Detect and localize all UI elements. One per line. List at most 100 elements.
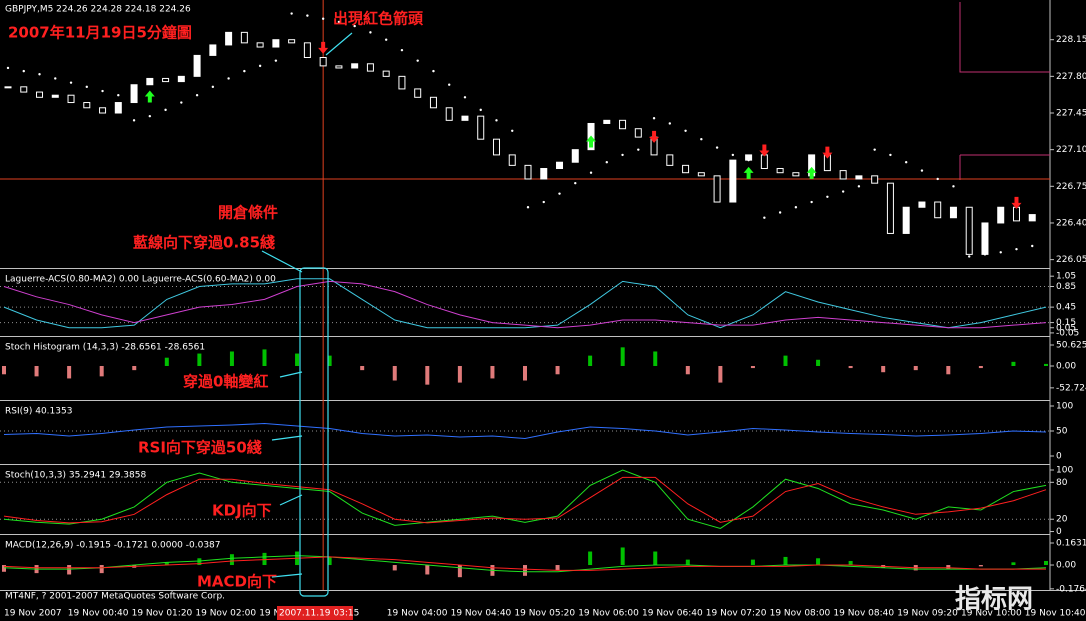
candle: [114, 102, 122, 114]
histogram-bar: [295, 353, 300, 366]
histogram-bar: [490, 365, 495, 379]
candle: [20, 86, 28, 93]
candle: [981, 222, 989, 255]
histogram-bar: [132, 365, 137, 371]
histogram-bar: [653, 551, 658, 566]
sell-arrow: [649, 130, 660, 143]
sell-arrow: [318, 41, 329, 54]
sar-dot: [621, 153, 624, 157]
indicator-line: [3, 278, 1047, 329]
panel-label: RSI(9) 40.1353: [5, 407, 72, 417]
y-tick-label: 100: [1056, 402, 1073, 412]
candle: [193, 54, 201, 77]
candle: [398, 75, 406, 90]
histogram-bar: [783, 355, 788, 366]
candle: [177, 75, 185, 83]
sell-arrow: [822, 146, 833, 159]
histogram-bar: [392, 565, 397, 571]
histogram-bar: [685, 365, 690, 375]
sar-dot: [195, 94, 199, 97]
callouts: [261, 32, 353, 597]
candle: [414, 88, 422, 98]
candle: [965, 206, 973, 255]
histogram-bar: [197, 353, 202, 366]
y-tick-label: 0.1631: [1056, 539, 1086, 549]
histogram-bar: [620, 347, 625, 366]
histogram-bar: [164, 357, 169, 366]
x-tick-label: 19 Nov 10:40: [1025, 609, 1086, 619]
sar-dot: [841, 190, 845, 193]
y-tick-label: -52.724: [1056, 383, 1086, 393]
histogram-bar: [881, 365, 886, 373]
candle: [792, 172, 800, 177]
histogram-bar: [229, 554, 234, 566]
y-tick-label: 0: [1056, 527, 1062, 537]
x-tick-label: 19 Nov 06:00: [578, 609, 639, 619]
sar-dot: [69, 81, 73, 84]
histogram-bar: [946, 365, 951, 375]
indicator-line: [3, 555, 1047, 573]
histogram-bar: [620, 547, 625, 566]
y-tick-label: 226.75: [1056, 182, 1086, 192]
sar-dot: [211, 85, 215, 89]
y-tick-label: 227.80: [1056, 72, 1086, 82]
candle: [445, 107, 453, 121]
sar-dot: [117, 94, 120, 97]
candle: [335, 65, 343, 69]
candle: [760, 154, 768, 170]
sar-dot: [715, 146, 719, 149]
sar-dot: [511, 129, 514, 133]
sar-dot: [794, 206, 798, 209]
y-tick-label: 0.00: [1056, 361, 1076, 371]
sar-dot: [763, 216, 766, 219]
candle: [130, 84, 138, 104]
candle: [492, 138, 500, 156]
x-tick-label: 19 Nov 07:20: [706, 609, 767, 619]
sar-dot: [164, 108, 167, 112]
histogram-bar: [978, 565, 983, 567]
sar-dot: [369, 31, 372, 34]
sar-dot: [463, 96, 467, 99]
sar-dot: [668, 122, 672, 125]
histogram-bar: [685, 559, 690, 566]
candle: [209, 44, 217, 56]
sar-dot: [558, 192, 561, 195]
histogram-bar: [425, 565, 430, 575]
candle: [1012, 206, 1020, 222]
histogram-bar: [523, 365, 527, 381]
sar-dot: [85, 85, 88, 89]
candle: [666, 154, 674, 166]
sar-dot: [778, 211, 782, 214]
histogram-bar: [34, 365, 39, 377]
candle: [713, 175, 721, 203]
candle: [508, 154, 516, 166]
candle: [949, 206, 957, 219]
x-tick-label: 19 N: [259, 609, 280, 619]
histogram-bar: [360, 365, 365, 371]
histogram-bar: [555, 365, 560, 375]
panel-label: Stoch Histogram (14,3,3) -28.6561 -28.65…: [5, 343, 205, 353]
histogram-bar: [99, 565, 104, 574]
indicator-line: [3, 469, 1047, 530]
sar-dot: [731, 153, 735, 157]
y-tick-label: 0.85: [1056, 282, 1076, 292]
histogram-bar: [523, 565, 527, 576]
candle: [571, 149, 579, 163]
sar-dot: [1031, 244, 1034, 248]
histogram-bar: [2, 365, 6, 375]
annotation: RSI向下穿過50綫: [138, 439, 262, 457]
histogram-bar: [229, 351, 234, 366]
sar-dot: [448, 83, 451, 86]
histogram-bar: [750, 365, 755, 369]
indicator-line: [3, 280, 1047, 329]
histogram-bar: [783, 556, 788, 566]
candle: [36, 91, 44, 98]
candle: [162, 77, 170, 83]
histogram-bar: [848, 560, 853, 566]
histogram-bar: [913, 365, 918, 371]
candle: [303, 42, 311, 59]
candle: [51, 94, 59, 98]
histogram-bar: [327, 556, 332, 566]
histogram-bar: [67, 565, 72, 575]
